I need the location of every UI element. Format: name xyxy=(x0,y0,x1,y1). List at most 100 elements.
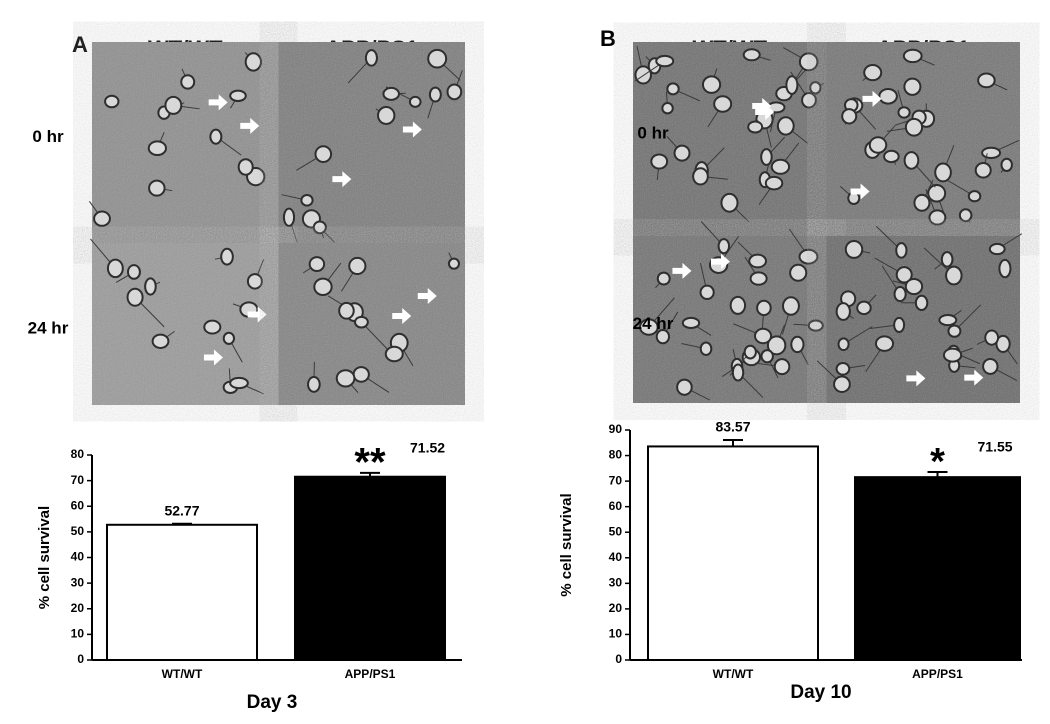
x-tick-label: WT/WT xyxy=(162,667,203,681)
cell xyxy=(967,190,982,203)
cell xyxy=(897,106,911,119)
cell xyxy=(731,363,745,382)
cell xyxy=(655,329,671,345)
y-tick-label: 10 xyxy=(71,627,85,641)
error-bar xyxy=(360,471,380,477)
error-bar xyxy=(927,471,948,478)
cell xyxy=(934,162,952,183)
cell xyxy=(673,144,691,162)
cell xyxy=(902,48,923,64)
cell xyxy=(766,335,787,356)
cell xyxy=(692,167,709,186)
micrograph-grain xyxy=(826,236,1020,403)
cell xyxy=(809,81,822,95)
y-tick-label: 70 xyxy=(609,473,623,487)
x-axis-label: Day 3 xyxy=(247,692,298,713)
cell xyxy=(958,208,973,223)
cell xyxy=(147,140,167,157)
cell xyxy=(307,376,321,393)
cell xyxy=(338,301,355,320)
arrow xyxy=(862,90,882,107)
micrograph xyxy=(633,42,827,236)
cell xyxy=(634,65,652,85)
cell xyxy=(798,248,819,265)
cell xyxy=(903,151,920,170)
cell xyxy=(895,266,913,284)
cell xyxy=(656,271,671,286)
cell xyxy=(760,349,774,364)
cell xyxy=(878,88,898,105)
x-axis-label: Day 10 xyxy=(790,682,851,703)
value-label: 71.55 xyxy=(978,439,1013,455)
row-label: 0 hr xyxy=(637,123,669,142)
cell xyxy=(942,347,963,363)
y-tick-label: 20 xyxy=(71,601,85,615)
error-bar xyxy=(172,522,192,525)
cell xyxy=(151,333,170,349)
y-tick-label: 30 xyxy=(71,575,85,589)
cell xyxy=(661,102,674,115)
cell xyxy=(760,148,773,166)
value-label: 71.52 xyxy=(410,440,445,456)
cell xyxy=(104,94,120,109)
cell xyxy=(229,89,247,103)
y-tick-label: 10 xyxy=(609,627,623,641)
y-axis-label: % cell survival xyxy=(36,506,53,609)
cell xyxy=(913,193,931,212)
cell xyxy=(945,265,963,286)
cell xyxy=(209,128,223,145)
arrow xyxy=(755,103,775,120)
cell xyxy=(914,294,929,312)
value-label: 83.57 xyxy=(715,419,750,435)
y-tick-label: 0 xyxy=(77,652,84,666)
cell xyxy=(447,257,460,270)
cell xyxy=(743,344,757,360)
cell xyxy=(995,334,1011,353)
bar xyxy=(854,476,1021,661)
cell xyxy=(835,302,851,321)
significance: * xyxy=(930,441,945,483)
bar xyxy=(106,523,258,661)
cell xyxy=(835,361,851,376)
micrograph xyxy=(826,42,1020,236)
cell xyxy=(807,319,824,332)
cell xyxy=(773,358,791,376)
arrow xyxy=(392,307,412,324)
cell xyxy=(717,238,731,255)
cell xyxy=(314,145,333,164)
cell xyxy=(237,158,254,176)
cell xyxy=(764,175,784,191)
arrow xyxy=(850,183,870,200)
cell xyxy=(428,86,442,103)
micrograph xyxy=(88,42,279,243)
arrow xyxy=(672,262,692,279)
y-tick-label: 70 xyxy=(71,473,85,487)
cell xyxy=(893,286,907,303)
y-tick-label: 40 xyxy=(609,550,623,564)
cell xyxy=(676,378,693,396)
cell xyxy=(747,120,764,134)
cell xyxy=(998,258,1012,279)
arrow xyxy=(402,121,422,138)
cell xyxy=(903,77,922,96)
cell xyxy=(974,162,992,179)
cell xyxy=(300,193,314,207)
x-tick-label: WT/WT xyxy=(713,667,754,681)
cell xyxy=(655,54,675,68)
cell xyxy=(313,277,333,297)
cell xyxy=(666,82,680,96)
cell xyxy=(927,184,947,203)
cell xyxy=(220,247,234,266)
cell xyxy=(781,296,800,316)
cell xyxy=(446,83,463,101)
cell xyxy=(126,287,144,307)
arrow xyxy=(240,117,260,134)
significance: ** xyxy=(354,440,386,484)
cell xyxy=(1000,157,1013,172)
cell xyxy=(335,369,356,388)
cell xyxy=(754,327,773,345)
cell xyxy=(904,117,924,137)
cell xyxy=(748,253,768,269)
x-tick-label: APP/PS1 xyxy=(912,667,963,681)
